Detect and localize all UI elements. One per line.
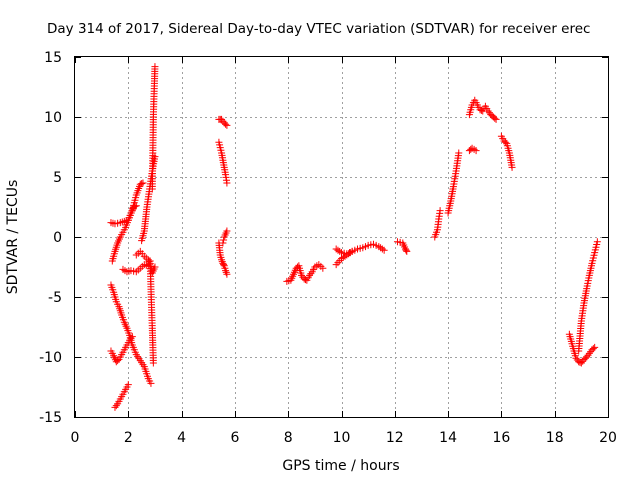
data-point: [339, 253, 347, 261]
data-point: [501, 138, 509, 146]
data-point: [334, 246, 342, 254]
data-point: [223, 179, 231, 187]
data-point: [223, 121, 231, 129]
x-tick-label: 18: [546, 430, 564, 446]
data-point: [151, 263, 159, 271]
data-point: [139, 179, 147, 187]
data-point: [131, 202, 139, 210]
data-point: [298, 271, 306, 279]
y-tick-label: -5: [48, 290, 62, 306]
y-tick-labels: -15 -10 -5 0 5 10 15: [39, 50, 62, 426]
data-point: [348, 247, 356, 255]
y-tick-label: 0: [53, 230, 62, 246]
data-point: [332, 245, 340, 253]
x-tick-label: 14: [439, 430, 457, 446]
data-point: [222, 120, 230, 128]
data-point: [591, 343, 599, 351]
data-point: [126, 336, 134, 344]
data-point: [336, 247, 344, 255]
data-point: [508, 163, 516, 171]
y-tick-label: 10: [44, 110, 62, 126]
data-point: [378, 245, 386, 253]
data-point: [222, 267, 230, 275]
x-tick-label: 16: [492, 430, 510, 446]
data-point: [132, 202, 140, 210]
x-tick-label: 8: [284, 430, 293, 446]
grid: [75, 57, 608, 417]
y-tick-label: 5: [53, 170, 62, 186]
data-point: [491, 114, 499, 122]
data-point: [577, 359, 585, 367]
x-tick-label: 0: [71, 430, 80, 446]
data-point: [218, 258, 226, 266]
data-point: [375, 243, 383, 251]
data-point: [319, 264, 327, 272]
data-point: [219, 239, 227, 247]
x-tick-label: 4: [177, 430, 186, 446]
data-point: [111, 403, 119, 411]
x-tick-label: 20: [599, 430, 617, 446]
data-point: [484, 107, 492, 115]
data-point: [220, 236, 228, 244]
data-point: [593, 238, 601, 246]
y-axis-label: SDTVAR / TECUs: [5, 180, 21, 295]
data-point: [124, 381, 132, 389]
data-point: [151, 63, 159, 71]
data-point: [572, 354, 580, 362]
x-tick-label: 2: [124, 430, 133, 446]
data-point: [472, 147, 480, 155]
data-point: [218, 115, 226, 123]
data-point: [380, 246, 388, 254]
data-point: [583, 353, 591, 361]
data-point: [128, 333, 136, 341]
data-point: [220, 261, 228, 269]
y-tick-label: -10: [39, 350, 62, 366]
data-point: [138, 180, 146, 188]
data-point: [307, 270, 315, 278]
data-point: [377, 244, 385, 252]
x-tick-labels: 0 2 4 6 8 10 12 14 16 18 20: [71, 430, 617, 446]
data-point: [585, 349, 593, 357]
data-point: [223, 270, 231, 278]
data-point: [147, 379, 155, 387]
data-point: [306, 271, 314, 279]
x-axis-label: GPS time / hours: [282, 458, 399, 474]
data-point: [112, 402, 120, 410]
data-point: [114, 357, 122, 365]
x-tick-label: 12: [386, 430, 404, 446]
data-point: [403, 247, 411, 255]
axis-ticks: [75, 57, 609, 418]
chart-title: Day 314 of 2017, Sidereal Day-to-day VTE…: [47, 21, 590, 37]
plot-frame: [74, 56, 609, 418]
y-tick-label: 15: [44, 50, 62, 66]
data-point: [338, 255, 345, 263]
data-point: [455, 149, 463, 157]
data-point: [589, 345, 597, 353]
data-point: [149, 359, 157, 367]
x-tick-label: 6: [230, 430, 239, 446]
data-point: [223, 227, 231, 235]
data-point: [218, 256, 226, 264]
x-tick-label: 10: [333, 430, 351, 446]
data-point: [436, 207, 444, 215]
data-point: [127, 334, 135, 342]
data-points: [107, 63, 601, 411]
data-point: [402, 246, 410, 254]
y-tick-label: -15: [39, 410, 62, 426]
data-point: [222, 268, 230, 276]
data-point: [584, 351, 592, 359]
data-point: [492, 115, 500, 123]
